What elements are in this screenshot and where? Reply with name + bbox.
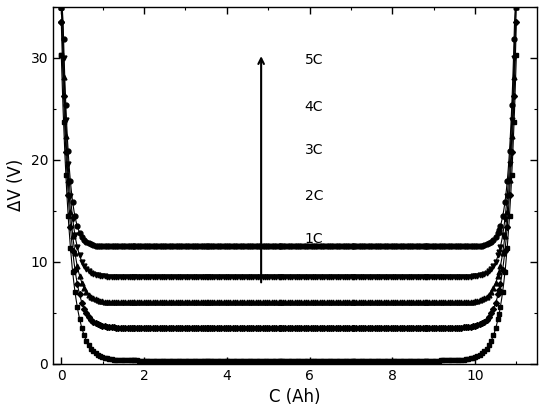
Text: 5C: 5C [305, 53, 323, 67]
Text: 4C: 4C [305, 100, 323, 114]
Text: 2C: 2C [305, 189, 323, 203]
Y-axis label: ΔV (V): ΔV (V) [7, 159, 25, 211]
X-axis label: C (Ah): C (Ah) [269, 388, 321, 406]
Text: 1C: 1C [305, 232, 323, 246]
Text: 3C: 3C [305, 142, 323, 157]
